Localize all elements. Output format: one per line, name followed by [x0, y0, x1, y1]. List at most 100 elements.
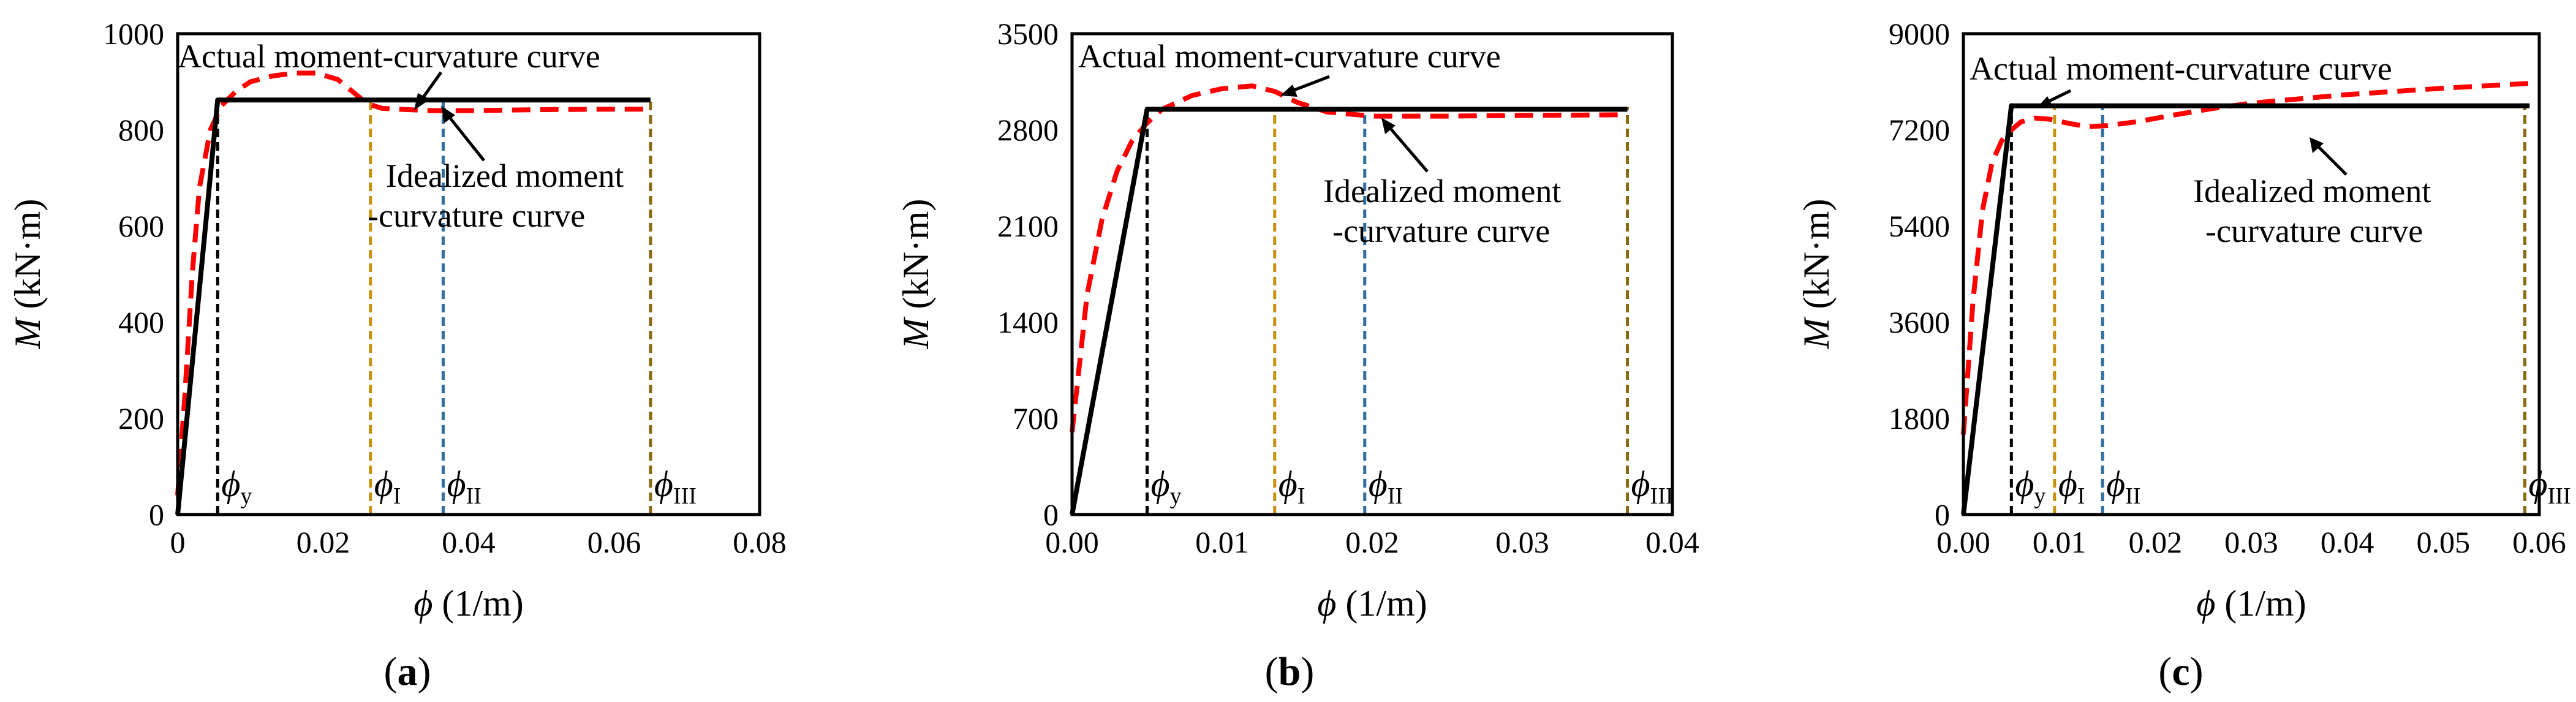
- panel-c-marker-label-y: ϕy: [2015, 464, 2045, 509]
- panel-c-ytick-label: 7200: [1889, 113, 1950, 147]
- panel-c-caption: (c): [2158, 649, 2203, 694]
- panel-a-marker-label-y: ϕy: [221, 464, 252, 509]
- panel-c-actual-label: Actual moment-curvature curve: [1970, 50, 2392, 87]
- panel-b-y-axis-unit: (kN·m): [896, 199, 936, 319]
- panel-b-idealized-label-line2: -curvature curve: [1332, 213, 1550, 249]
- panel-a-y-axis-unit: (kN·m): [7, 199, 48, 319]
- panel-c-y-axis-symbol: M: [1796, 316, 1837, 349]
- panel-b-y-axis-symbol: M: [896, 316, 936, 349]
- panel-a-plot-frame: [176, 32, 761, 516]
- panel-a-y-axis-symbol: M: [7, 316, 48, 349]
- panel-c-xtick-label: 0.03: [2224, 525, 2278, 559]
- panel-a-x-ticks: 0 0.02 0.04 0.06 0.08: [170, 525, 787, 559]
- panel-b-x-axis-symbol: ϕ: [1317, 583, 1336, 624]
- panel-b-arrow-idealized: [1381, 118, 1429, 173]
- panel-c-marker-label-iii: ϕIII: [2529, 464, 2571, 509]
- panel-c-x-axis-symbol: ϕ: [2196, 583, 2215, 624]
- panel-b-caption-letter: b: [1279, 649, 1301, 694]
- panel-c-xtick-label: 0.01: [2033, 525, 2087, 559]
- panel-b-xtick-label: 0.01: [1195, 525, 1249, 559]
- panel-a-ytick-label: 1000: [103, 17, 164, 51]
- panel-b-actual-label: Actual moment-curvature curve: [1078, 38, 1501, 75]
- panel-a-ytick-label: 400: [118, 305, 164, 339]
- panel-c-ytick-label: 3600: [1889, 305, 1950, 339]
- panel-c-x-axis-label: ϕ (1/m): [2196, 583, 2306, 624]
- panel-a-idealized-label-line1: Idealized moment: [386, 157, 624, 194]
- panel-b-marker-label-y: ϕy: [1151, 464, 1182, 509]
- panel-a-xtick-label: 0.04: [442, 525, 496, 559]
- panel-c-grid-layer: ϕy ϕI ϕII ϕIII: [1961, 81, 2571, 515]
- panel-c-x-ticks: 0.00 0.01 0.02 0.03 0.04 0.05 0.06: [1936, 525, 2566, 559]
- panel-c-idealized-label-line2: -curvature curve: [2205, 213, 2423, 249]
- panel-c-arrow-idealized: [2310, 137, 2347, 176]
- panel-b-idealized-label-line1: Idealized moment: [1323, 173, 1561, 209]
- panel-b-ytick-label: 3500: [997, 17, 1059, 51]
- panel-c-xtick-label: 0.02: [2129, 525, 2183, 559]
- panel-b-xtick-label: 0.00: [1045, 525, 1099, 559]
- panel-a-actual-label: Actual moment-curvature curve: [178, 38, 600, 75]
- panel-c-arrow-actual: [2037, 89, 2072, 108]
- panel-b-arrow-actual: [1280, 75, 1330, 97]
- panel-a-arrow-idealized: [441, 106, 485, 162]
- panel-b-ytick-label: 2800: [997, 113, 1059, 147]
- panel-b-x-axis-label: ϕ (1/m): [1317, 583, 1427, 624]
- panel-a-actual-curve: [175, 70, 651, 496]
- panel-c-ytick-label: 0: [1935, 497, 1950, 532]
- panel-c-y-axis-unit: (kN·m): [1796, 199, 1837, 319]
- panel-b-marker-label-iii: ϕIII: [1631, 464, 1674, 509]
- panel-c-y-ticks: 0 1800 3600 5400 7200 9000: [1889, 17, 1950, 532]
- panel-c-xtick-label: 0.05: [2417, 525, 2471, 559]
- panel-c-xtick-label: 0.06: [2512, 525, 2566, 559]
- panel-a-xtick-label: 0.06: [587, 525, 641, 559]
- panel-c-x-axis-unit: (1/m): [2215, 583, 2306, 624]
- panel-a-caption-letter: a: [398, 649, 418, 694]
- panel-b-ytick-label: 0: [1043, 497, 1059, 532]
- panel-c-xtick-label: 0.04: [2321, 525, 2374, 559]
- panel-a-ytick-label: 0: [149, 497, 164, 532]
- panel-a-ytick-label: 200: [118, 401, 164, 436]
- panel-a-idealized-label-line2: -curvature curve: [368, 197, 585, 234]
- panel-b-idealized-curve: [1070, 107, 1628, 515]
- panel-c-ytick-label: 9000: [1889, 17, 1950, 51]
- panel-b-xtick-label: 0.03: [1495, 525, 1549, 559]
- panel-a-xtick-label: 0.08: [733, 525, 787, 559]
- panel-b-x-axis-unit: (1/m): [1336, 583, 1427, 624]
- panel-a-x-axis-label: ϕ (1/m): [414, 583, 523, 624]
- panel-c-xtick-label: 0.00: [1936, 525, 1990, 559]
- panel-c-y-axis-label: M (kN·m): [1796, 199, 1837, 350]
- panel-b-ytick-label: 1400: [997, 305, 1059, 339]
- panel-a-xtick-label: 0.02: [297, 525, 350, 559]
- panel-a-arrow-actual: [414, 71, 443, 110]
- panel-a-grid-layer: ϕy ϕI ϕII ϕIII: [175, 70, 697, 515]
- panel-a-xtick-label: 0: [170, 525, 186, 559]
- panel-b-marker-label-ii: ϕII: [1369, 464, 1403, 509]
- panel-c-marker-label-i: ϕI: [2058, 464, 2085, 509]
- panel-b-y-ticks: 0 700 1400 2100 2800 3500: [997, 17, 1059, 532]
- panel-b-y-axis-label: M (kN·m): [896, 199, 936, 350]
- panel-a-caption: (a): [384, 649, 431, 694]
- panel-a-y-ticks: 0 200 400 600 800 1000: [103, 17, 164, 532]
- panel-b-ytick-label: 700: [1013, 401, 1059, 436]
- panel-b-caption: (b): [1265, 649, 1315, 694]
- panel-a-marker-label-ii: ϕII: [447, 464, 481, 509]
- panel-c-marker-label-ii: ϕII: [2106, 464, 2140, 509]
- panel-b-xtick-label: 0.04: [1645, 525, 1699, 559]
- panel-a-ytick-label: 600: [118, 209, 164, 243]
- panel-b-xtick-label: 0.02: [1345, 525, 1399, 559]
- panel-a-marker-label-i: ϕI: [374, 464, 401, 509]
- panel-b-x-ticks: 0.00 0.01 0.02 0.03 0.04: [1045, 525, 1699, 559]
- panel-c-idealized-curve: [1961, 103, 2530, 515]
- panel-a-x-axis-unit: (1/m): [432, 583, 523, 624]
- panel-b-plot-frame: [1070, 32, 1674, 516]
- panel-b-grid-layer: ϕy ϕI ϕII ϕIII: [1070, 83, 1674, 515]
- panel-c-idealized-label-line1: Idealized moment: [2193, 173, 2431, 209]
- panel-a-idealized-curve: [175, 97, 651, 515]
- panel-c-actual-curve: [1961, 81, 2530, 435]
- panel-c-plot-frame: [1962, 32, 2541, 516]
- panel-a-marker-label-iii: ϕIII: [654, 464, 697, 509]
- panel-a-x-axis-symbol: ϕ: [414, 583, 432, 624]
